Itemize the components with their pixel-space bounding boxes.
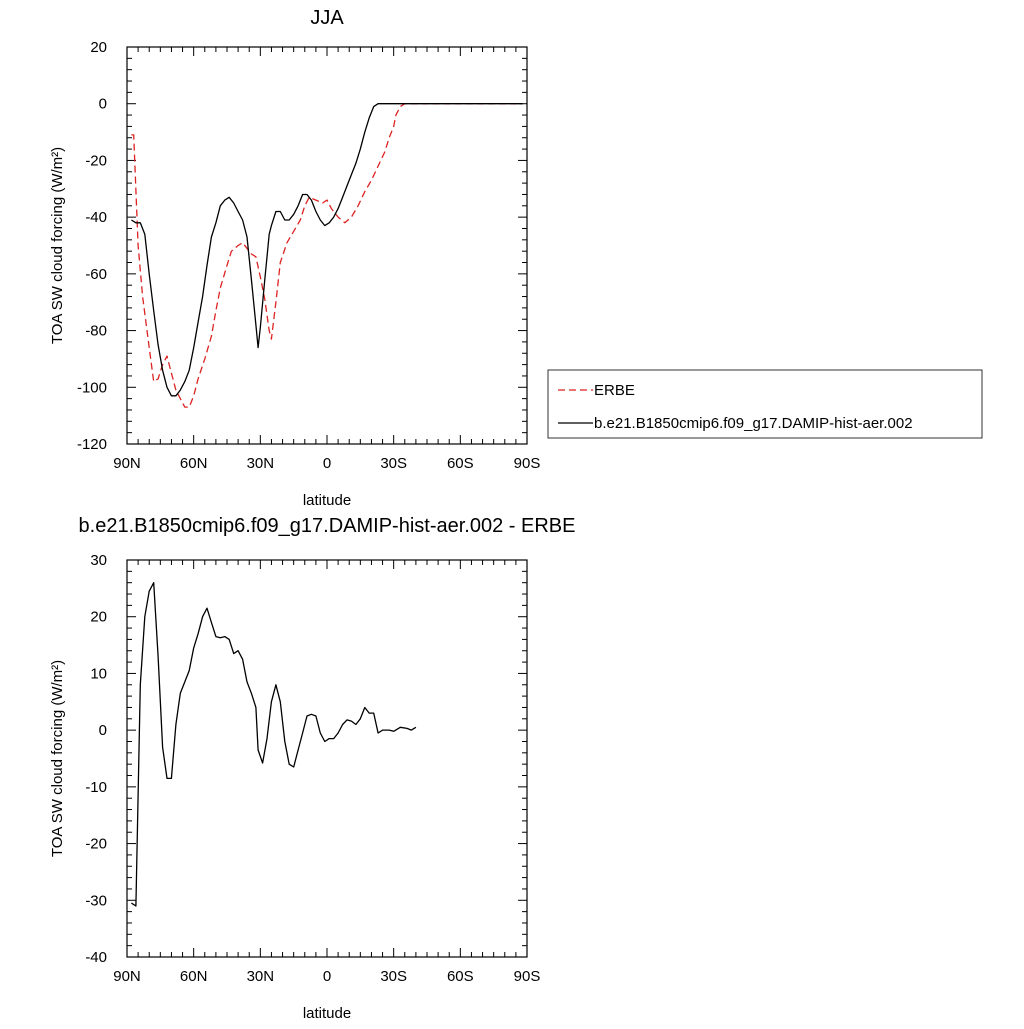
legend-box: [547, 369, 983, 439]
series-line-erbe: [131, 103, 523, 408]
x-axis-label: latitude: [303, 1005, 351, 1022]
x-axis-label: latitude: [303, 492, 351, 509]
y-tick-label: 0: [99, 96, 107, 113]
y-tick-label: -20: [85, 836, 107, 853]
x-tick-label: 60N: [180, 968, 208, 985]
x-tick-label: 60S: [447, 968, 474, 985]
y-tick-label: -120: [77, 436, 107, 453]
y-tick-label: -20: [85, 152, 107, 169]
x-tick-label: 90S: [514, 968, 541, 985]
y-tick-label: -30: [85, 892, 107, 909]
legend-label: b.e21.B1850cmip6.f09_g17.DAMIP-hist-aer.…: [594, 415, 913, 432]
series-line-difference: [131, 582, 417, 907]
x-tick-label: 30N: [247, 455, 275, 472]
y-tick-label: 20: [90, 39, 107, 56]
legend-label: ERBE: [594, 382, 635, 399]
y-tick-label: -40: [85, 209, 107, 226]
y-tick-label: 10: [90, 665, 107, 682]
x-tick-label: 60S: [447, 455, 474, 472]
x-tick-label: 0: [323, 455, 331, 472]
y-tick-label: -10: [85, 779, 107, 796]
x-tick-label: 0: [323, 968, 331, 985]
y-tick-label: 20: [90, 609, 107, 626]
x-tick-label: 60N: [180, 455, 208, 472]
y-axis-label: TOA SW cloud forcing (W/m²): [49, 147, 66, 344]
x-tick-label: 30N: [247, 968, 275, 985]
y-tick-label: -100: [77, 379, 107, 396]
x-tick-label: 30S: [380, 455, 407, 472]
y-tick-label: 0: [99, 722, 107, 739]
x-tick-label: 90N: [113, 968, 141, 985]
y-axis-label: TOA SW cloud forcing (W/m²): [49, 660, 66, 857]
y-tick-label: -80: [85, 323, 107, 340]
x-tick-label: 90S: [514, 455, 541, 472]
chart-panel-2: b.e21.B1850cmip6.f09_g17.DAMIP-hist-aer.…: [49, 515, 575, 1022]
chart-panel-1: JJA 90N 60N 30N 0 30S 60S 90S 20 0 -20 -40 -60 -80 -10…: [49, 7, 983, 509]
chart-title: JJA: [310, 7, 344, 29]
legend: ERBE b.e21.B1850cmip6.f09_g17.DAMIP-hist-…: [547, 369, 983, 439]
y-tick-label: -40: [85, 949, 107, 966]
plot-frame: [126, 559, 528, 958]
y-tick-label: 30: [90, 552, 107, 569]
plot-frame: [126, 46, 528, 445]
x-tick-label: 90N: [113, 455, 141, 472]
chart-title: b.e21.B1850cmip6.f09_g17.DAMIP-hist-aer.…: [79, 515, 576, 537]
x-tick-label: 30S: [380, 968, 407, 985]
y-tick-label: -60: [85, 266, 107, 283]
series-line-b-e21-b1850cmip6-f09-g17-damip-hist-aer-002: [131, 103, 523, 397]
